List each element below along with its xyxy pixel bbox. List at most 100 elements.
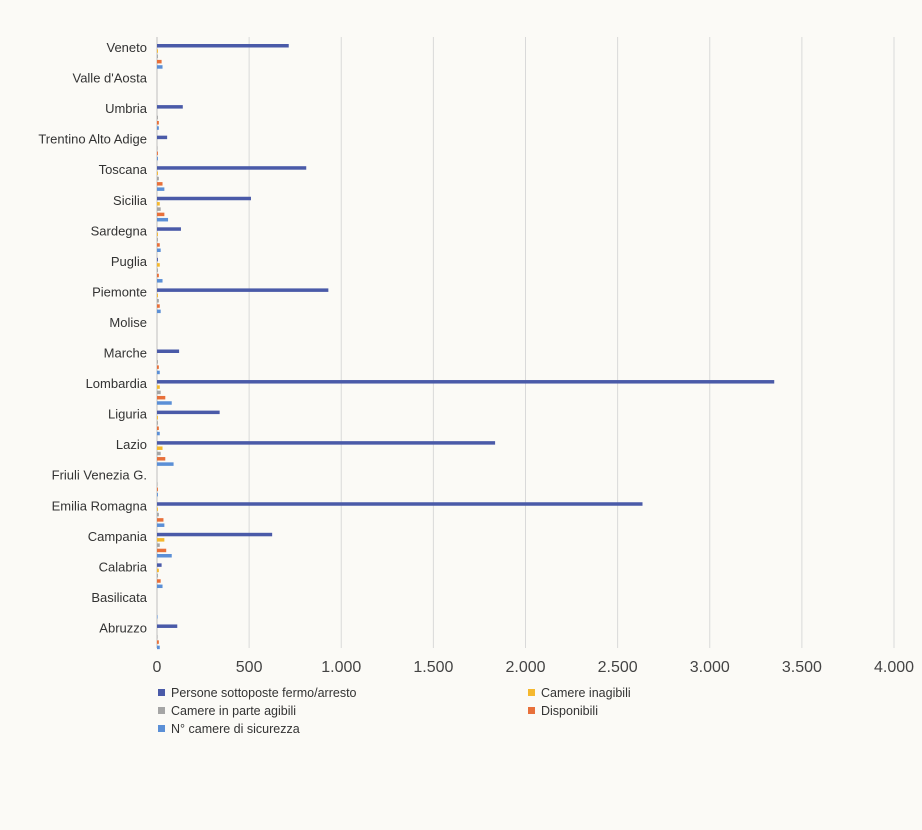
bar: [157, 624, 178, 628]
legend-label: Disponibili: [541, 703, 598, 718]
x-tick-label: 4.000: [874, 659, 914, 676]
bar: [157, 390, 161, 395]
x-tick-label: 3.500: [782, 659, 822, 676]
bar: [157, 105, 183, 109]
bar: [157, 615, 158, 619]
category-label: Veneto: [107, 40, 148, 55]
x-tick-label: 2.500: [598, 659, 638, 676]
bar: [157, 176, 159, 181]
category-label: Sicilia: [113, 193, 148, 208]
bar: [157, 554, 172, 558]
bar: [157, 385, 160, 389]
category-label: Valle d'Aosta: [72, 71, 147, 86]
bar: [157, 232, 158, 237]
chart-legend: Persone sottoposte fermo/arresto Camere …: [158, 684, 798, 737]
bar: [157, 426, 159, 430]
x-tick-label: 3.000: [690, 659, 730, 676]
bar: [157, 349, 180, 353]
bar: [157, 166, 307, 170]
bar: [157, 441, 496, 445]
legend-item-persone: Persone sottoposte fermo/arresto: [158, 684, 528, 701]
bar: [157, 121, 159, 125]
bar: [157, 415, 158, 420]
bar: [157, 65, 163, 69]
bar: [157, 217, 169, 222]
category-label: Piemonte: [92, 284, 147, 299]
bar: [157, 395, 166, 400]
bar: [157, 538, 165, 542]
category-label: Molise: [109, 315, 147, 330]
category-label: Abruzzo: [99, 620, 147, 635]
category-label: Campania: [88, 529, 148, 544]
bar: [157, 151, 158, 156]
bar: [157, 187, 165, 191]
category-label: Calabria: [99, 559, 148, 574]
bar: [157, 645, 160, 650]
bar: [157, 370, 160, 375]
legend-swatch: [158, 689, 165, 696]
legend-item-disponibili: Disponibili: [528, 702, 788, 719]
category-label: Lazio: [116, 437, 147, 452]
bar: [157, 182, 163, 186]
bar: [157, 59, 162, 64]
bar: [157, 360, 158, 364]
bar: [157, 293, 158, 298]
bar: [157, 44, 289, 48]
bar: [157, 202, 160, 206]
bar: [157, 487, 158, 492]
bar: [157, 401, 172, 405]
bar: [157, 579, 161, 583]
bar: [157, 237, 158, 242]
bar: [157, 482, 158, 486]
bar: [157, 573, 158, 578]
x-tick-label: 2.000: [505, 659, 545, 676]
bar: [157, 54, 158, 59]
bar: [157, 635, 158, 639]
legend-label: Persone sottoposte fermo/arresto: [171, 685, 357, 700]
category-label: Liguria: [108, 407, 148, 422]
bar: [157, 243, 160, 247]
bar: [157, 115, 158, 120]
bar: [157, 446, 163, 450]
bar: [157, 518, 164, 522]
bar: [157, 365, 159, 369]
bar: [157, 568, 159, 573]
legend-item-camere-sicurezza: N° camere di sicurezza: [158, 720, 528, 737]
bar: [157, 410, 220, 415]
bar: [157, 263, 160, 267]
bar: [157, 135, 168, 140]
legend-swatch: [158, 725, 165, 732]
bar: [157, 640, 159, 644]
category-label: Trentino Alto Adige: [38, 132, 147, 147]
category-label: Toscana: [99, 162, 148, 177]
bar: [157, 279, 163, 283]
bar: [157, 421, 158, 425]
category-label: Friuli Venezia G.: [52, 468, 147, 483]
legend-swatch: [528, 689, 535, 696]
bar: [157, 273, 159, 278]
x-tick-label: 500: [236, 659, 263, 676]
bar: [157, 171, 158, 175]
bar: [157, 288, 329, 292]
category-label: Emilia Romagna: [52, 498, 148, 513]
bar: [157, 523, 165, 527]
bar: [157, 584, 163, 589]
legend-item-camere-inagibili: Camere inagibili: [528, 684, 788, 701]
bar: [157, 309, 161, 314]
bar: [157, 49, 158, 53]
legend-swatch: [158, 707, 165, 714]
bar: [157, 248, 161, 252]
bar: [157, 451, 161, 456]
bar: [157, 548, 167, 553]
x-tick-label: 1.500: [413, 659, 453, 676]
bar: [157, 146, 158, 150]
category-label: Puglia: [111, 254, 148, 269]
category-label: Umbria: [105, 101, 148, 116]
legend-item-camere-parte-agibili: Camere in parte agibili: [158, 702, 528, 719]
legend-label: Camere inagibili: [541, 685, 631, 700]
legend-label: Camere in parte agibili: [171, 703, 297, 718]
bar: [157, 431, 160, 436]
category-label: Marche: [104, 346, 147, 361]
bar: [157, 543, 160, 547]
legend-swatch: [528, 707, 535, 714]
